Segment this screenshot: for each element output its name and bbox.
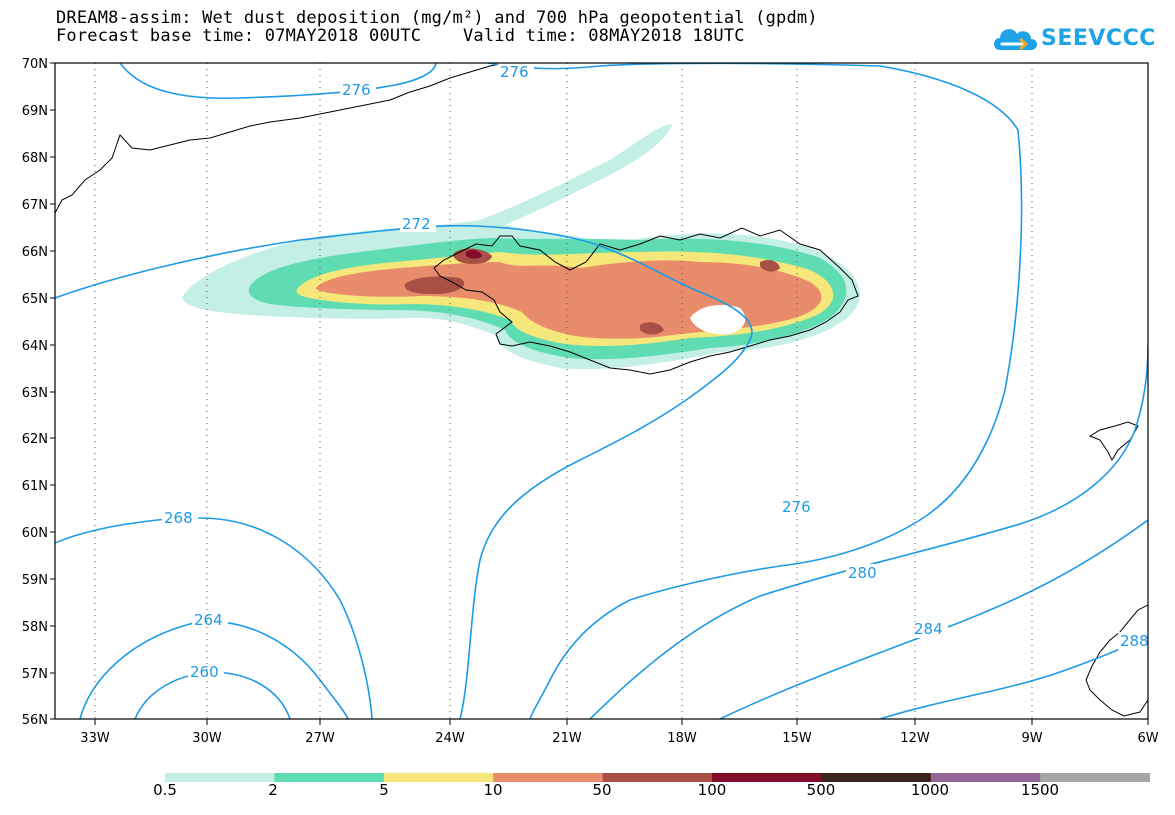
dust-50-c <box>640 322 664 335</box>
colorbar-label: 2 <box>268 781 278 799</box>
coastlines <box>55 63 1148 717</box>
dust-clear <box>690 305 746 335</box>
dust-100 <box>466 249 482 259</box>
lon-label: 27W <box>305 731 335 746</box>
colorbar-swatch <box>1040 773 1151 782</box>
colorbar <box>165 773 1151 782</box>
valid-time: Valid time: 08MAY2018 18UTC <box>462 26 745 46</box>
contour-276-north-a <box>119 63 437 100</box>
colorbar-swatch <box>712 773 822 782</box>
lat-label: 60N <box>22 526 48 541</box>
contour-label-284: 284 <box>914 620 943 638</box>
seevccc-logo: SEEVCCC <box>990 20 1155 60</box>
colorbar-label: 0.5 <box>153 781 177 799</box>
logo-text: SEEVCCC <box>1041 26 1156 51</box>
contour-label-276-b: 276 <box>500 63 529 81</box>
colorbar-label: 5 <box>379 781 389 799</box>
colorbar-label: 1500 <box>1020 781 1060 799</box>
lat-label: 66N <box>22 245 48 260</box>
contour-280 <box>589 344 1148 719</box>
colorbar-label: 100 <box>697 781 727 799</box>
lon-label: 33W <box>80 731 110 746</box>
lat-label: 65N <box>22 292 48 307</box>
lon-ticks <box>94 719 1149 725</box>
map-area: 276 276 272 268 264 260 276 280 284 288 <box>55 63 1149 719</box>
graticule <box>94 63 1033 719</box>
lon-label: 6W <box>1137 731 1158 746</box>
contour-label-280: 280 <box>848 564 877 582</box>
colorbar-swatch <box>821 773 932 782</box>
lon-labels: 33W 30W 27W 24W 21W 18W 15W 12W 9W 6W <box>80 731 1158 746</box>
lat-label: 67N <box>22 198 48 213</box>
chart-subtitle: Forecast base time: 07MAY2018 00UTC Vali… <box>56 27 745 45</box>
colorbar-swatch <box>930 773 1041 782</box>
colorbar-label: 1000 <box>910 781 950 799</box>
lon-label: 24W <box>435 731 465 746</box>
dust-50-d <box>760 260 780 272</box>
cloud-icon <box>994 29 1037 51</box>
coast-greenland <box>55 63 506 214</box>
lat-label: 64N <box>22 339 48 354</box>
lat-label: 69N <box>22 104 48 119</box>
contour-label-264: 264 <box>194 611 223 629</box>
colorbar-swatch <box>602 773 713 782</box>
lat-label: 68N <box>22 151 48 166</box>
lat-label: 61N <box>22 479 48 494</box>
contour-label-260: 260 <box>190 663 219 681</box>
colorbar-swatch <box>165 773 275 782</box>
contour-label-268: 268 <box>164 509 193 527</box>
lat-label: 70N <box>22 57 48 72</box>
lon-label: 15W <box>782 731 812 746</box>
lat-label: 63N <box>22 386 48 401</box>
lat-ticks <box>50 62 55 720</box>
lon-label: 30W <box>192 731 222 746</box>
contour-label-272: 272 <box>402 215 431 233</box>
contour-label-288: 288 <box>1120 632 1149 650</box>
contour-268 <box>55 517 373 719</box>
contour-264 <box>79 621 349 719</box>
chart-title: DREAM8-assim: Wet dust deposition (mg/m²… <box>56 8 818 28</box>
contour-272 <box>55 224 753 719</box>
lat-label: 57N <box>22 667 48 682</box>
forecast-base-time: Forecast base time: 07MAY2018 00UTC <box>56 26 422 46</box>
colorbar-swatch <box>383 773 494 782</box>
lon-label: 12W <box>900 731 930 746</box>
coast-iceland <box>433 227 859 375</box>
colorbar-label: 500 <box>806 781 836 799</box>
colorbar-label: 10 <box>483 781 503 799</box>
lat-labels: 70N 69N 68N 67N 66N 65N 64N 63N 62N 61N … <box>22 57 48 728</box>
coast-scotland <box>1085 604 1148 717</box>
contour-label-276-c: 276 <box>782 498 811 516</box>
colorbar-swatch <box>274 773 385 782</box>
lat-label: 59N <box>22 573 48 588</box>
contour-label-276-a: 276 <box>342 81 371 99</box>
colorbar-swatch <box>493 773 604 782</box>
lon-label: 21W <box>552 731 582 746</box>
lat-label: 62N <box>22 432 48 447</box>
lat-label: 56N <box>22 713 48 728</box>
lat-label: 58N <box>22 620 48 635</box>
contour-labels: 276 276 272 268 264 260 276 280 284 288 <box>162 63 1149 681</box>
lon-label: 9W <box>1021 731 1042 746</box>
map-frame <box>54 62 1149 720</box>
lon-label: 18W <box>667 731 697 746</box>
colorbar-label: 50 <box>592 781 612 799</box>
